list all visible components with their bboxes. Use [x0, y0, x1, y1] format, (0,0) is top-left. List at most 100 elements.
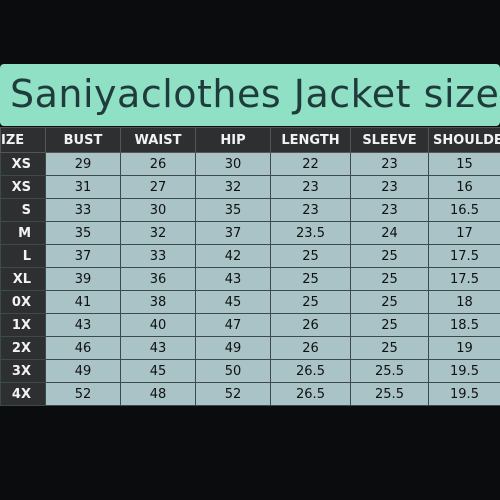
- size-label: M: [0, 221, 46, 245]
- cell: 39: [45, 267, 121, 291]
- size-label: 4X: [0, 382, 46, 406]
- cell: 25: [350, 244, 429, 268]
- table-row: 3X 49 45 50 26.5 25.5 19.5: [0, 359, 500, 383]
- column-header: IZE: [0, 127, 46, 153]
- table-row: 4X 52 48 52 26.5 25.5 19.5: [0, 382, 500, 406]
- cell: 25: [350, 336, 429, 360]
- cell: 48: [120, 382, 196, 406]
- size-label: XS: [0, 152, 46, 176]
- size-label: 3X: [0, 359, 46, 383]
- table-row: L 37 33 42 25 25 17.5: [0, 244, 500, 268]
- cell: 33: [120, 244, 196, 268]
- cell: 19.5: [428, 359, 500, 383]
- cell: 26.5: [270, 382, 351, 406]
- table-row: XL 39 36 43 25 25 17.5: [0, 267, 500, 291]
- cell: 23: [350, 175, 429, 199]
- cell: 23.5: [270, 221, 351, 245]
- cell: 17: [428, 221, 500, 245]
- table-body: XS 29 26 30 22 23 15 XS 31 27 32 23 23 16 S 33 30 35 23 23 1…: [0, 152, 500, 406]
- cell: 35: [45, 221, 121, 245]
- cell: 29: [45, 152, 121, 176]
- cell: 22: [270, 152, 351, 176]
- cell: 26: [270, 336, 351, 360]
- table-row: 1X 43 40 47 26 25 18.5: [0, 313, 500, 337]
- cell: 25.5: [350, 359, 429, 383]
- cell: 23: [270, 175, 351, 199]
- size-label: L: [0, 244, 46, 268]
- cell: 25: [270, 267, 351, 291]
- cell: 25: [270, 244, 351, 268]
- cell: 30: [120, 198, 196, 222]
- cell: 16: [428, 175, 500, 199]
- cell: 50: [195, 359, 271, 383]
- table-row: S 33 30 35 23 23 16.5: [0, 198, 500, 222]
- cell: 47: [195, 313, 271, 337]
- table-row: XS 31 27 32 23 23 16: [0, 175, 500, 199]
- cell: 46: [45, 336, 121, 360]
- cell: 16.5: [428, 198, 500, 222]
- cell: 18: [428, 290, 500, 314]
- cell: 31: [45, 175, 121, 199]
- cell: 40: [120, 313, 196, 337]
- size-table: IZE BUST WAIST HIP LENGTH SLEEVE SHOULDE XS 29 2…: [0, 127, 500, 406]
- cell: 49: [195, 336, 271, 360]
- column-header: WAIST: [120, 127, 196, 153]
- cell: 33: [45, 198, 121, 222]
- cell: 35: [195, 198, 271, 222]
- cell: 15: [428, 152, 500, 176]
- cell: 26.5: [270, 359, 351, 383]
- title: Saniyaclothes Jacket size: [10, 72, 500, 116]
- cell: 23: [350, 198, 429, 222]
- cell: 45: [195, 290, 271, 314]
- cell: 25: [270, 290, 351, 314]
- cell: 41: [45, 290, 121, 314]
- cell: 52: [45, 382, 121, 406]
- cell: 32: [120, 221, 196, 245]
- cell: 17.5: [428, 244, 500, 268]
- cell: 17.5: [428, 267, 500, 291]
- cell: 18.5: [428, 313, 500, 337]
- cell: 37: [45, 244, 121, 268]
- size-label: XL: [0, 267, 46, 291]
- title-banner: Saniyaclothes Jacket size: [0, 64, 500, 126]
- table-row: 0X 41 38 45 25 25 18: [0, 290, 500, 314]
- column-header: SLEEVE: [350, 127, 429, 153]
- header-row: IZE BUST WAIST HIP LENGTH SLEEVE SHOULDE: [0, 127, 500, 153]
- cell: 42: [195, 244, 271, 268]
- table-row: M 35 32 37 23.5 24 17: [0, 221, 500, 245]
- size-label: 0X: [0, 290, 46, 314]
- cell: 49: [45, 359, 121, 383]
- cell: 25: [350, 267, 429, 291]
- cell: 27: [120, 175, 196, 199]
- cell: 37: [195, 221, 271, 245]
- cell: 30: [195, 152, 271, 176]
- cell: 25.5: [350, 382, 429, 406]
- size-label: S: [0, 198, 46, 222]
- cell: 38: [120, 290, 196, 314]
- cell: 43: [195, 267, 271, 291]
- cell: 24: [350, 221, 429, 245]
- cell: 26: [270, 313, 351, 337]
- cell: 45: [120, 359, 196, 383]
- cell: 25: [350, 290, 429, 314]
- size-label: XS: [0, 175, 46, 199]
- cell: 43: [45, 313, 121, 337]
- cell: 23: [270, 198, 351, 222]
- cell: 23: [350, 152, 429, 176]
- cell: 43: [120, 336, 196, 360]
- cell: 32: [195, 175, 271, 199]
- column-header: HIP: [195, 127, 271, 153]
- cell: 19.5: [428, 382, 500, 406]
- table-row: 2X 46 43 49 26 25 19: [0, 336, 500, 360]
- table-row: XS 29 26 30 22 23 15: [0, 152, 500, 176]
- cell: 36: [120, 267, 196, 291]
- column-header: BUST: [45, 127, 121, 153]
- cell: 25: [350, 313, 429, 337]
- cell: 26: [120, 152, 196, 176]
- size-label: 2X: [0, 336, 46, 360]
- column-header: LENGTH: [270, 127, 351, 153]
- cell: 52: [195, 382, 271, 406]
- size-label: 1X: [0, 313, 46, 337]
- column-header: SHOULDE: [428, 127, 500, 153]
